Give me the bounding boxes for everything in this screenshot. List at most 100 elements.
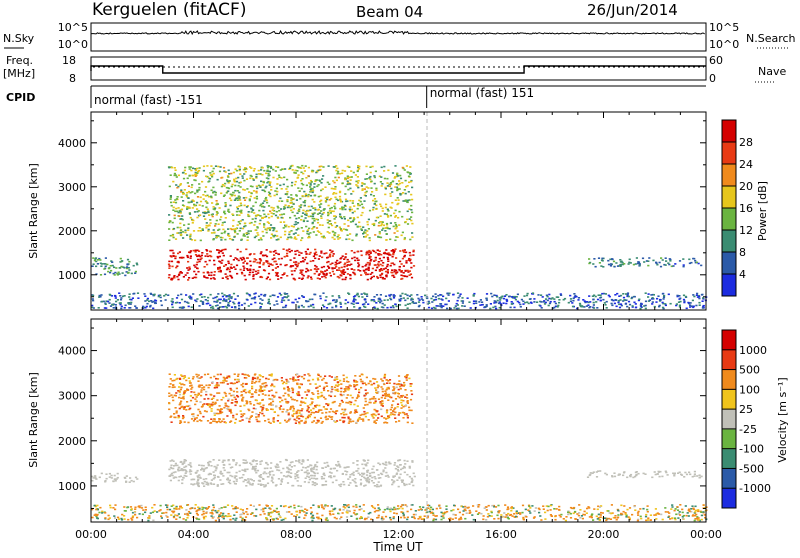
echo-cell bbox=[137, 297, 139, 299]
echo-cell bbox=[345, 414, 347, 416]
echo-cell bbox=[246, 268, 248, 270]
echo-cell bbox=[354, 299, 356, 301]
echo-cell bbox=[255, 218, 257, 220]
echo-cell bbox=[366, 173, 368, 175]
echo-cell bbox=[287, 389, 289, 391]
echo-cell bbox=[395, 421, 397, 423]
echo-cell bbox=[224, 460, 226, 462]
echo-cell bbox=[321, 476, 323, 478]
echo-cell bbox=[598, 294, 600, 296]
echo-cell bbox=[237, 199, 239, 201]
echo-cell bbox=[334, 238, 336, 240]
echo-cell bbox=[345, 474, 347, 476]
echo-cell bbox=[335, 262, 337, 264]
echo-cell bbox=[170, 480, 172, 482]
echo-cell bbox=[173, 472, 175, 474]
echo-cell bbox=[253, 274, 255, 276]
echo-cell bbox=[331, 188, 333, 190]
echo-cell bbox=[334, 389, 336, 391]
echo-cell bbox=[348, 484, 350, 486]
echo-cell bbox=[240, 257, 242, 259]
echo-cell bbox=[320, 409, 322, 411]
echo-cell bbox=[320, 252, 322, 254]
echo-cell bbox=[344, 467, 346, 469]
echo-cell bbox=[305, 217, 307, 219]
nsky-trace bbox=[91, 31, 705, 49]
echo-cell bbox=[343, 273, 345, 275]
echo-cell bbox=[234, 268, 236, 270]
echo-cell bbox=[386, 182, 388, 184]
echo-cell bbox=[411, 479, 413, 481]
echo-cell bbox=[202, 194, 204, 196]
echo-cell bbox=[277, 466, 279, 468]
echo-cell bbox=[128, 296, 130, 298]
echo-cell bbox=[291, 250, 293, 252]
echo-cell bbox=[190, 217, 192, 219]
echo-cell bbox=[174, 386, 176, 388]
echo-cell bbox=[234, 298, 236, 300]
echo-cell bbox=[366, 478, 368, 480]
echo-cell bbox=[402, 200, 404, 202]
echo-cell bbox=[227, 472, 229, 474]
echo-cell bbox=[405, 193, 407, 195]
echo-cell bbox=[339, 302, 341, 304]
echo-cell bbox=[289, 231, 291, 233]
echo-cell bbox=[395, 227, 397, 229]
echo-cell bbox=[347, 177, 349, 179]
echo-cell bbox=[168, 386, 170, 388]
echo-cell bbox=[399, 175, 401, 177]
echo-cell bbox=[207, 272, 209, 274]
echo-cell bbox=[308, 194, 310, 196]
echo-cell bbox=[343, 258, 345, 260]
echo-cell bbox=[293, 413, 295, 415]
echo-cell bbox=[373, 472, 375, 474]
echo-cell bbox=[366, 234, 368, 236]
echo-cell bbox=[391, 269, 393, 271]
echo-cell bbox=[240, 251, 242, 253]
echo-cell bbox=[511, 303, 513, 305]
echo-cell bbox=[273, 254, 275, 256]
echo-cell bbox=[214, 297, 216, 299]
echo-cell bbox=[180, 229, 182, 231]
echo-cell bbox=[95, 266, 97, 268]
echo-cell bbox=[526, 301, 528, 303]
echo-cell bbox=[238, 305, 240, 307]
echo-cell bbox=[154, 303, 156, 305]
echo-cell bbox=[213, 413, 215, 415]
echo-cell bbox=[323, 406, 325, 408]
echo-cell bbox=[368, 219, 370, 221]
echo-cell bbox=[216, 220, 218, 222]
echo-cell bbox=[276, 188, 278, 190]
echo-cell bbox=[173, 237, 175, 239]
echo-cell bbox=[310, 269, 312, 271]
echo-cell bbox=[688, 472, 690, 474]
echo-cell bbox=[634, 296, 636, 298]
echo-cell bbox=[597, 470, 599, 472]
echo-cell bbox=[132, 293, 134, 295]
echo-cell bbox=[397, 175, 399, 177]
echo-cell bbox=[330, 477, 332, 479]
echo-cell bbox=[103, 268, 105, 270]
echo-cell bbox=[210, 196, 212, 198]
echo-cell bbox=[377, 263, 379, 265]
echo-cell bbox=[260, 253, 262, 255]
echo-cell bbox=[336, 470, 338, 472]
echo-cell bbox=[228, 305, 230, 307]
echo-cell bbox=[231, 213, 233, 215]
echo-cell bbox=[247, 214, 249, 216]
echo-cell bbox=[175, 256, 177, 258]
echo-cell bbox=[207, 300, 209, 302]
echo-cell bbox=[309, 186, 311, 188]
echo-cell bbox=[286, 201, 288, 203]
echo-cell bbox=[94, 260, 96, 262]
echo-cell bbox=[258, 170, 260, 172]
echo-cell bbox=[185, 472, 187, 474]
echo-cell bbox=[203, 389, 205, 391]
echo-cell bbox=[323, 388, 325, 390]
echo-cell bbox=[204, 374, 206, 376]
echo-cell bbox=[699, 304, 701, 306]
echo-cell bbox=[374, 476, 376, 478]
echo-cell bbox=[230, 409, 232, 411]
echo-cell bbox=[380, 473, 382, 475]
echo-cell bbox=[359, 375, 361, 377]
